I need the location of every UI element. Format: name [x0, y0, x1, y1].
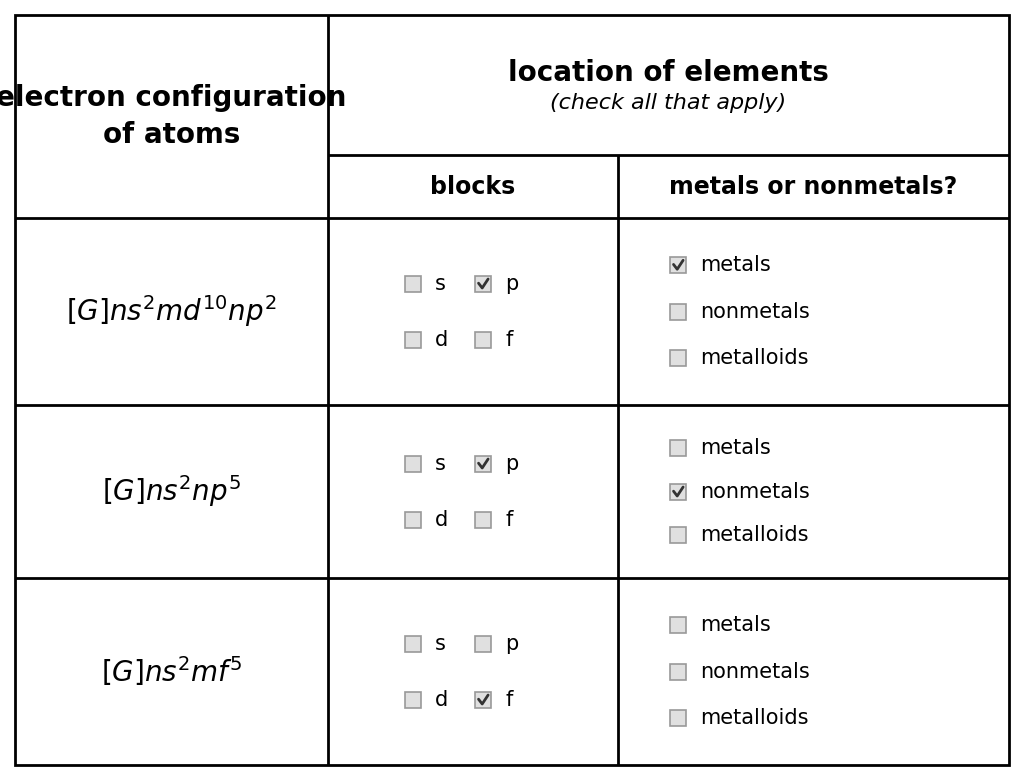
Text: $[G]ns^2mf^5$: $[G]ns^2mf^5$ [100, 654, 243, 689]
Bar [475, 332, 490, 348]
Text: s: s [435, 274, 445, 293]
Text: metals: metals [700, 438, 771, 459]
Text: metalloids: metalloids [700, 525, 809, 544]
Text: $[G]ns^2np^5$: $[G]ns^2np^5$ [102, 473, 241, 509]
Bar [406, 275, 421, 292]
Text: f: f [505, 329, 512, 349]
Bar [475, 692, 490, 707]
Text: location of elements: location of elements [508, 59, 829, 87]
Text: d: d [435, 509, 449, 530]
Bar [406, 692, 421, 707]
Bar [670, 440, 686, 456]
Bar [475, 275, 490, 292]
Bar [475, 512, 490, 527]
Bar [475, 636, 490, 651]
Text: (check all that apply): (check all that apply) [551, 93, 786, 113]
Bar [406, 456, 421, 471]
Bar [670, 257, 686, 273]
Text: d: d [435, 690, 449, 710]
Text: metals or nonmetals?: metals or nonmetals? [670, 175, 957, 198]
Text: p: p [505, 453, 518, 473]
Bar [670, 350, 686, 367]
Text: nonmetals: nonmetals [700, 661, 810, 682]
Bar [406, 636, 421, 651]
Text: $[G]ns^2md^{10}np^2$: $[G]ns^2md^{10}np^2$ [67, 293, 276, 329]
Text: metals: metals [700, 255, 771, 275]
Text: metalloids: metalloids [700, 708, 809, 729]
Bar [670, 303, 686, 320]
Bar [670, 711, 686, 726]
Bar [406, 332, 421, 348]
Text: metalloids: metalloids [700, 348, 809, 368]
Bar [406, 512, 421, 527]
Text: nonmetals: nonmetals [700, 481, 810, 502]
Text: nonmetals: nonmetals [700, 302, 810, 321]
Text: blocks: blocks [430, 175, 516, 198]
Text: metals: metals [700, 615, 771, 635]
Text: p: p [505, 274, 518, 293]
Text: electron configuration
of atoms: electron configuration of atoms [0, 84, 347, 149]
Bar [475, 456, 490, 471]
Text: f: f [505, 509, 512, 530]
Text: d: d [435, 329, 449, 349]
Bar [670, 664, 686, 679]
Bar [670, 484, 686, 499]
Text: s: s [435, 453, 445, 473]
Text: s: s [435, 633, 445, 654]
Bar [670, 617, 686, 633]
Text: p: p [505, 633, 518, 654]
Bar [670, 526, 686, 543]
Text: f: f [505, 690, 512, 710]
